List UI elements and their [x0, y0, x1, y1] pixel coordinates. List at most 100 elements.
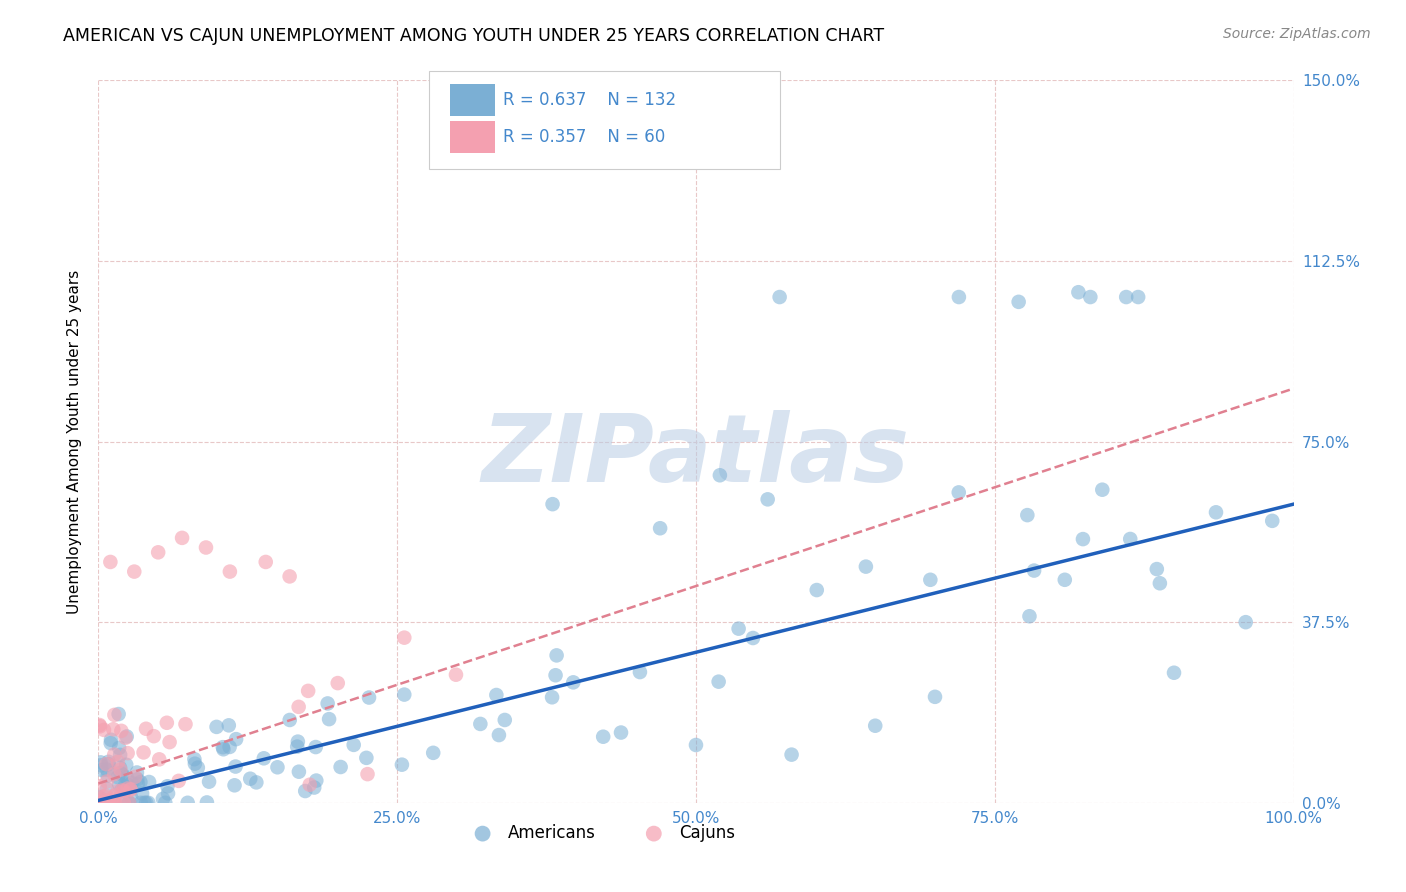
Point — [1119, 532, 1142, 546]
Point — [148, 752, 170, 766]
Point — [195, 796, 218, 810]
Point — [97, 755, 120, 769]
Point — [91, 796, 114, 810]
Point — [96, 796, 118, 810]
Point — [727, 622, 749, 636]
Point — [855, 559, 877, 574]
Point — [592, 730, 614, 744]
Point — [117, 781, 139, 796]
Point — [1234, 615, 1257, 630]
Point — [159, 735, 181, 749]
Point — [107, 755, 129, 769]
Point — [117, 781, 139, 796]
Point — [1205, 505, 1227, 519]
Point — [1067, 285, 1090, 300]
Point — [103, 767, 125, 781]
Point — [93, 793, 115, 807]
Point — [97, 793, 120, 807]
Point — [356, 751, 378, 765]
Point — [124, 565, 146, 579]
Point — [96, 763, 118, 777]
Point — [174, 717, 197, 731]
Point — [394, 631, 416, 645]
Point — [225, 759, 247, 773]
Point — [98, 796, 121, 810]
Point — [108, 740, 131, 755]
Point — [100, 732, 122, 747]
Point — [1146, 562, 1168, 576]
Point — [91, 796, 114, 810]
Point — [138, 796, 160, 810]
Point — [562, 675, 585, 690]
Point — [120, 782, 142, 797]
Point — [91, 796, 114, 810]
Point — [391, 757, 413, 772]
Point — [742, 631, 765, 645]
Point — [305, 740, 328, 755]
Point — [90, 763, 112, 777]
Point — [117, 778, 139, 792]
Point — [110, 765, 132, 780]
Point — [1053, 573, 1076, 587]
Point — [148, 545, 170, 559]
Point — [107, 707, 129, 722]
Point — [93, 723, 115, 737]
Point — [96, 757, 118, 772]
Point — [266, 760, 288, 774]
Point — [114, 779, 136, 793]
Point — [541, 497, 564, 511]
Point — [97, 769, 120, 783]
Point — [120, 790, 142, 805]
Point — [108, 747, 131, 762]
Point — [156, 779, 179, 793]
Point — [90, 758, 112, 772]
Point — [110, 784, 132, 798]
Point — [494, 713, 516, 727]
Point — [1022, 564, 1045, 578]
Point — [96, 796, 118, 810]
Legend: Americans, Cajuns: Americans, Cajuns — [460, 817, 741, 848]
Point — [121, 776, 143, 790]
Point — [187, 761, 209, 775]
Point — [1128, 290, 1150, 304]
Point — [225, 732, 247, 747]
Point — [1017, 508, 1039, 522]
Point — [357, 690, 380, 705]
Point — [546, 648, 568, 663]
Point — [302, 780, 325, 795]
Point — [138, 775, 160, 789]
Point — [254, 555, 277, 569]
Point — [470, 717, 492, 731]
Point — [152, 792, 174, 806]
Point — [110, 796, 132, 810]
Point — [111, 783, 134, 797]
Point — [780, 747, 803, 762]
Point — [94, 789, 117, 803]
Point — [127, 772, 149, 787]
Point — [287, 699, 309, 714]
Point — [115, 771, 138, 785]
Point — [135, 722, 157, 736]
Point — [97, 757, 120, 772]
Point — [756, 492, 779, 507]
Text: R = 0.357    N = 60: R = 0.357 N = 60 — [503, 128, 665, 146]
Point — [107, 770, 129, 784]
Point — [93, 789, 115, 804]
Point — [90, 756, 112, 770]
Point — [707, 674, 730, 689]
Point — [98, 796, 121, 810]
Point — [89, 791, 111, 805]
Y-axis label: Unemployment Among Youth under 25 years: Unemployment Among Youth under 25 years — [66, 269, 82, 614]
Point — [100, 796, 122, 810]
Point — [768, 290, 790, 304]
Point — [211, 740, 233, 755]
Text: ZIPatlas: ZIPatlas — [482, 410, 910, 502]
Point — [239, 772, 262, 786]
Point — [112, 796, 135, 810]
Point — [156, 715, 179, 730]
Point — [176, 796, 198, 810]
Point — [219, 565, 242, 579]
Point — [98, 555, 122, 569]
Point — [104, 789, 127, 803]
Point — [108, 761, 131, 775]
